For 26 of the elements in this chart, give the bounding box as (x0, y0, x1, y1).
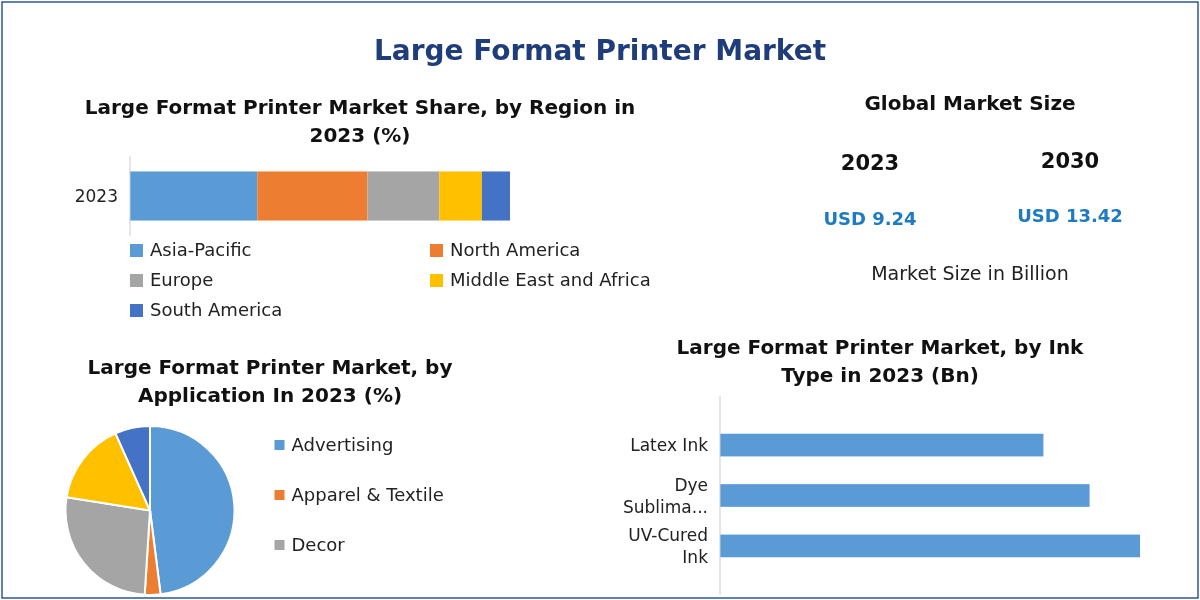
legend-label: South America (150, 299, 283, 320)
y-tick-label: Latex Ink (630, 435, 709, 456)
chart-title: Large Format Printer Market Share, by Region in 2023 (%) (84, 95, 636, 147)
y-tick-label: Dye Sublima... (623, 474, 708, 517)
chart-title: Large Format Printer Market, by Application In 2023 (%) (87, 355, 453, 407)
legend-label: Apparel & Textile (291, 484, 444, 505)
legend-label: Middle East and Africa (450, 269, 651, 290)
text: USD 9.24 (823, 208, 917, 229)
legend-label: Decor (291, 534, 346, 555)
bar (257, 171, 368, 221)
legend-label: Europe (150, 269, 214, 290)
text: Market Size in Billion (871, 262, 1069, 284)
bar (439, 171, 482, 221)
text: USD 13.42 (1017, 205, 1123, 226)
bar (481, 171, 510, 221)
text: Global Market Size (864, 91, 1076, 115)
chart-title: Large Format Printer Market, by Ink Type in 2023 (Bn) (676, 335, 1085, 387)
bar (130, 171, 258, 221)
text: 2023 (840, 151, 900, 175)
text: Large Format Printer Market (373, 34, 827, 67)
bar (367, 171, 440, 221)
legend-label: Advertising (291, 434, 394, 455)
legend-label: Asia-Pacific (150, 239, 252, 260)
y-tick-label: UV-Cured Ink (628, 524, 709, 567)
text: 2030 (1040, 149, 1100, 173)
legend-label: North America (450, 239, 581, 260)
